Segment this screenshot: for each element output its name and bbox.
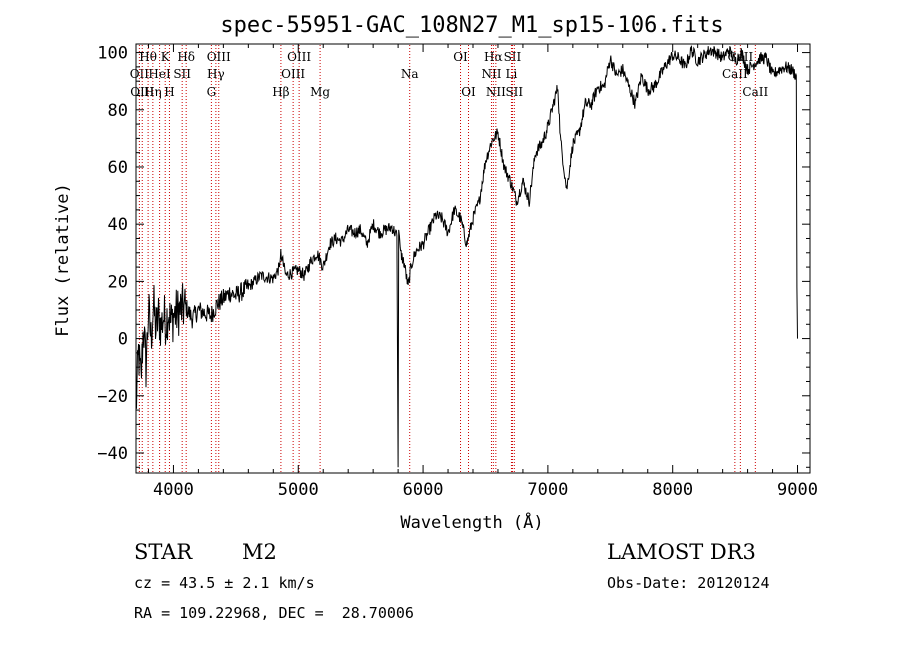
spectral-line-label: CaII: [742, 85, 768, 99]
spectral-line-label: OII: [130, 67, 150, 81]
observation-date: Obs-Date: 20120124: [607, 574, 770, 592]
spectral-line-label: Mg: [310, 85, 330, 99]
x-tick-label: 7000: [527, 480, 568, 500]
spectral-line-label: Hβ: [272, 85, 289, 99]
x-axis-label: Wavelength (Å): [400, 511, 543, 533]
survey-name: LAMOST DR3: [607, 540, 756, 564]
spectral-line-label: K: [161, 50, 171, 64]
spectral-line-label: Na: [401, 67, 419, 81]
y-tick-label: 60: [108, 158, 128, 178]
x-tick-label: 8000: [652, 480, 693, 500]
plot-frame: [135, 43, 811, 474]
x-tick-label: 6000: [403, 480, 444, 500]
spectral-line-label: OI: [453, 50, 468, 64]
spectral-line-label: NII: [481, 67, 501, 81]
y-tick-label: 100: [97, 44, 128, 64]
x-tick-label: 4000: [153, 480, 194, 500]
y-tick-label: −20: [97, 387, 128, 407]
object-class: STAR: [134, 540, 193, 564]
coordinates-readout: RA = 109.22968, DEC = 28.70006: [134, 604, 414, 622]
spectral-line-label: OIII: [281, 67, 305, 81]
spectral-line-label: CaII: [722, 67, 748, 81]
x-tick-label: 5000: [278, 480, 319, 500]
y-tick-label: 0: [118, 330, 128, 350]
spectral-line-label: OI: [461, 85, 476, 99]
spectral-line-label: H: [164, 85, 174, 99]
x-tick-label: 9000: [777, 480, 818, 500]
spectral-line-label: Hδ: [177, 50, 195, 64]
spectral-line-label: NII: [486, 85, 506, 99]
y-axis-label: Flux (relative): [53, 183, 73, 337]
spectral-line-label: SII: [505, 85, 523, 99]
y-tick-label: 40: [108, 215, 128, 235]
spectral-line-label: SII: [173, 67, 191, 81]
y-tick-label: −40: [97, 444, 128, 464]
chart-title: spec-55951-GAC_108N27_M1_sp15-106.fits: [220, 13, 723, 38]
spectral-line-label: Hγ: [207, 67, 225, 81]
spectral-line-label: SII: [504, 50, 522, 64]
spectral-line-label: OIII: [207, 50, 231, 64]
spectral-line-label: G: [207, 85, 217, 99]
y-tick-label: 20: [108, 272, 128, 292]
flux-series-line: [135, 45, 798, 468]
axis-ticks: 4000 5000 6000 7000 8000 9000 −40 −20 0 20 40 60 80 1…: [97, 44, 818, 500]
redshift-readout: cz = 43.5 ± 2.1 km/s: [134, 574, 315, 592]
spectral-line-label: OIII: [287, 50, 311, 64]
y-tick-label: 80: [108, 101, 128, 121]
spectral-line-label: Hη: [144, 85, 162, 99]
object-subclass: M2: [242, 540, 277, 564]
spectral-line-label: HeI: [148, 67, 171, 81]
spectral-line-label: Li: [506, 67, 518, 81]
spectral-line-markers: OIIOIIIHθHηHeIKHSIIHδGHγOIIIHβOIIIOIIIMg…: [130, 45, 768, 472]
spectral-line-label: Hα: [484, 50, 503, 64]
